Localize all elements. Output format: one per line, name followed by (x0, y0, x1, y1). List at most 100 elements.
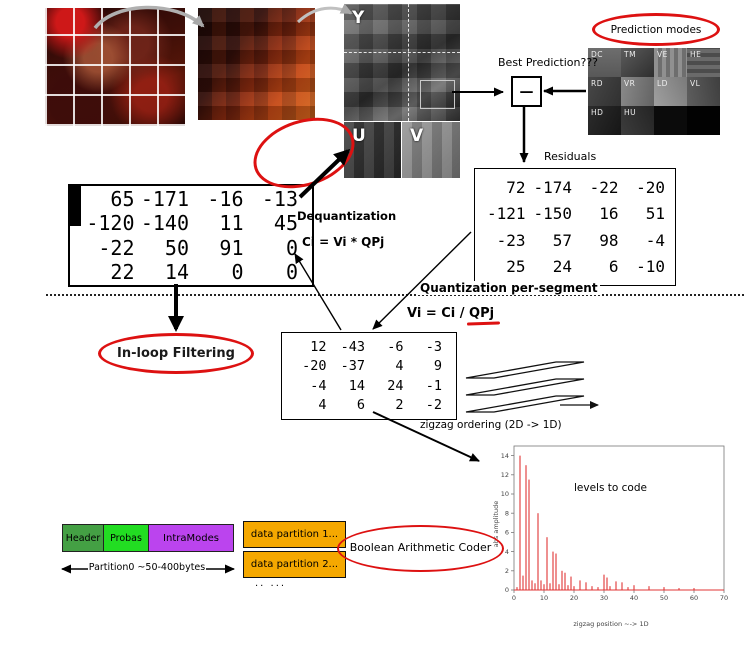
matrix-cell: 65 (110, 187, 135, 212)
prediction-modes-ellipse: Prediction modes (592, 13, 720, 46)
partition0-size-label: Partition0 ~50-400bytes (88, 562, 206, 573)
zigzag-ordering-label: zigzag ordering (2D -> 1D) (420, 419, 562, 431)
matrix-cell: -20 (636, 178, 665, 198)
mode-label: RD (591, 79, 603, 88)
mode-label: HE (690, 50, 702, 59)
prediction-modes-label: Prediction modes (610, 23, 702, 36)
data-partition-1-block: data partition 1... (243, 521, 346, 548)
matrix-cell: 0 (285, 259, 298, 284)
v-plane-label: V (410, 126, 424, 146)
u-plane-image: U (344, 122, 401, 178)
probas-block: Probas (103, 524, 149, 552)
svg-text:20: 20 (570, 594, 578, 602)
matrix-cell: 6 (356, 396, 365, 413)
v-plane-image: V (402, 122, 460, 178)
matrix-cell: -20 (302, 358, 327, 375)
intramodes-block: IntraModes (148, 524, 234, 552)
matrix-cell: -10 (636, 256, 665, 276)
chart-x-axis-label: zigzag position ~-> 1D (573, 620, 649, 628)
y-plane-label: Y (352, 8, 365, 28)
matrix-cell: -13 (261, 187, 298, 212)
prediction-mode-cell: RD (588, 77, 621, 106)
mode-label: LD (657, 79, 668, 88)
macroblock-grid-overlay (45, 8, 185, 126)
svg-text:4: 4 (505, 548, 509, 556)
matrix-cell: -4 (645, 230, 665, 250)
prediction-modes-grid: DC TM VE HE RD VR LD VL HD HU (588, 48, 720, 135)
mode-label: DC (591, 50, 604, 59)
svg-text:0: 0 (505, 586, 509, 594)
header-block: Header (62, 524, 104, 552)
mode-label: HD (591, 108, 604, 117)
matrix-cell: 72 (506, 178, 526, 198)
levels-to-code-label: levels to code (574, 482, 647, 494)
matrix-cell: 12 (310, 339, 327, 356)
matrix-cell: -43 (340, 339, 365, 356)
macroblock-zoom-image (198, 8, 315, 120)
matrix-cell: 24 (387, 377, 404, 394)
minus-sign: — (519, 83, 534, 100)
source-image (45, 8, 185, 126)
matrix-cell: 50 (164, 235, 189, 260)
residuals-matrix: 72 -174 -22 -20 -121 -150 16 51 -23 57 98 -4 25 24… (474, 168, 676, 286)
y-plane-dashed-line-v (408, 4, 409, 121)
matrix-cell: -3 (425, 339, 442, 356)
mode-label: VE (657, 50, 668, 59)
svg-text:8: 8 (505, 509, 509, 517)
prediction-mode-cell: LD (654, 77, 687, 106)
matrix-cell: -140 (140, 211, 189, 236)
matrix-cell: -4 (310, 377, 327, 394)
residuals-label: Residuals (544, 150, 597, 163)
svg-text:30: 30 (600, 594, 608, 602)
prediction-mode-cell: TM (621, 48, 654, 77)
dequantization-title: Dequantization (297, 209, 397, 223)
mode-label: VL (690, 79, 701, 88)
reconstructed-matrix: 65 -171 -16 -13 -120 -140 11 45 -22 50 91 0 22 14 0… (68, 184, 314, 287)
data-partition-2-block: data partition 2... (243, 551, 346, 578)
svg-text:0: 0 (512, 594, 516, 602)
current-block-outline (420, 80, 455, 109)
svg-text:10: 10 (540, 594, 548, 602)
matrix-cell: -121 (486, 204, 526, 224)
boolean-arithmetic-coder-ellipse: Boolean Arithmetic Coder (337, 525, 504, 572)
matrix-cell: -2 (425, 396, 442, 413)
levels-chart: 0 10 20 30 40 50 60 70 0 2 4 6 8 10 12 14 levels to cod… (488, 436, 734, 636)
svg-text:6: 6 (505, 529, 509, 537)
matrix-cell: 98 (599, 230, 619, 250)
zigzag-graphic (465, 361, 599, 413)
matrix-cell: 57 (552, 230, 572, 250)
matrix-cell: 45 (273, 211, 298, 236)
prediction-mode-cell (654, 106, 687, 135)
quantization-formula: Vi = Ci / QPj (407, 306, 494, 321)
u-plane-label: U (352, 126, 366, 146)
prediction-mode-cell: VL (687, 77, 720, 106)
matrix-cell: -16 (207, 187, 244, 212)
levels-chart-plot: 0 10 20 30 40 50 60 70 0 2 4 6 8 10 12 14 (501, 445, 728, 602)
mode-label: HU (624, 108, 637, 117)
svg-text:50: 50 (660, 594, 668, 602)
matrix-cell: -150 (533, 204, 572, 224)
prediction-mode-cell: HD (588, 106, 621, 135)
inloop-filtering-ellipse: In-loop Filtering (98, 333, 254, 374)
matrix-cell: -1 (425, 377, 442, 394)
matrix-cell: 9 (433, 358, 442, 375)
prediction-mode-cell: VE (654, 48, 687, 77)
matrix-cell: 51 (645, 204, 665, 224)
matrix-cell: 6 (608, 256, 619, 276)
matrix-cell: 16 (599, 204, 619, 224)
matrix-cell: 91 (219, 235, 244, 260)
svg-text:70: 70 (720, 594, 728, 602)
matrix-cell: 22 (110, 259, 135, 284)
prediction-mode-cell (687, 106, 720, 135)
matrix-marker-bar (70, 186, 81, 226)
quantization-title: Quantization per-segment (418, 281, 600, 295)
matrix-cell: 11 (219, 211, 244, 236)
svg-text:2: 2 (505, 567, 509, 575)
matrix-cell: -120 (86, 211, 135, 236)
dequantization-formula: Ci = Vi * QPj (302, 235, 385, 249)
matrix-cell: 2 (395, 396, 404, 413)
matrix-cell: -22 (589, 178, 619, 198)
matrix-cell: -6 (387, 339, 404, 356)
matrix-cell: 24 (552, 256, 572, 276)
prediction-mode-cell: HU (621, 106, 654, 135)
